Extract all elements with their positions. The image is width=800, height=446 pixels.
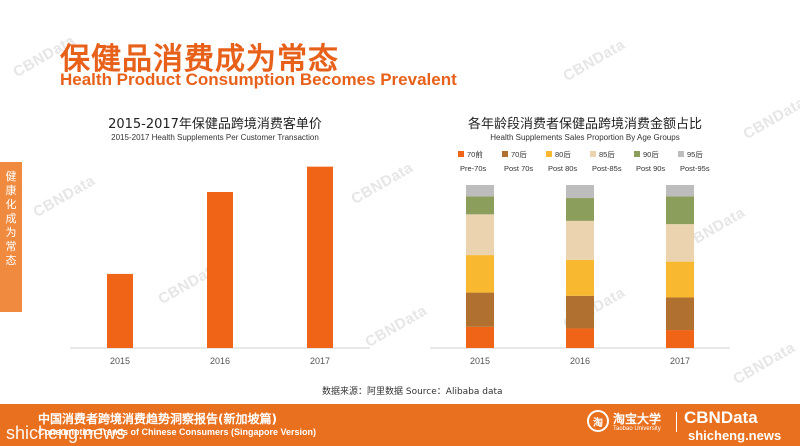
legend-swatch: [546, 151, 552, 157]
bar: [207, 192, 233, 348]
legend-label: 85后: [599, 149, 615, 159]
source-label: 数据来源：阿里数据 Source：: [322, 387, 446, 397]
bar-segment: [566, 220, 594, 260]
bar-segment: [566, 295, 594, 329]
chart1-bar-chart: 2015 2016 2017: [70, 166, 370, 366]
chart2-title: 各年龄段消费者保健品跨境消费金额占比: [467, 117, 702, 132]
logo-divider: [676, 412, 677, 432]
page-title: 保健品消费成为常态: [60, 42, 339, 77]
legend-label: 80后: [555, 149, 571, 159]
bar-segment: [666, 185, 694, 197]
site-watermark: shicheng.news: [688, 428, 782, 443]
logo1-name: 淘宝大学: [613, 412, 662, 426]
x-tick-label: 2015: [110, 356, 130, 366]
legend-label-en: Post 90s: [636, 164, 665, 173]
bar-segment: [666, 297, 694, 331]
bar-segment: [466, 214, 494, 256]
legend-swatch: [678, 151, 684, 157]
bar-segment: [666, 224, 694, 262]
legend-swatch: [502, 151, 508, 157]
legend-label-en: Post 70s: [504, 164, 533, 173]
footer-watermark: shicheng.news: [6, 423, 126, 443]
bar-segment: [566, 328, 594, 348]
side-tab: [0, 162, 22, 312]
bar-segment: [566, 185, 594, 199]
bar-segment: [466, 255, 494, 293]
legend-label: 70后: [511, 149, 527, 159]
chart1-subtitle: 2015-2017 Health Supplements Per Custome…: [111, 133, 319, 142]
taobao-university-logo-icon: 淘: [587, 410, 609, 432]
bar-segment: [466, 292, 494, 327]
footer-subtitle: Consumption Trends of Chinese Consumers …: [38, 427, 317, 437]
x-tick-label: 2016: [210, 356, 230, 366]
legend-label-en: Post-85s: [592, 164, 622, 173]
legend-label: 70前: [467, 149, 483, 159]
side-tab-label: 健康化成为常态: [5, 170, 17, 267]
source-note: 数据来源：阿里数据 Source：Alibaba data: [322, 384, 503, 397]
x-tick-label: 2017: [670, 356, 690, 366]
bar-segment: [666, 330, 694, 348]
bar-segment: [666, 196, 694, 225]
bar-segment: [466, 326, 494, 348]
x-tick-label: 2016: [570, 356, 590, 366]
legend-label-en: Pre-70s: [460, 164, 487, 173]
legend-swatch: [634, 151, 640, 157]
bar-segment: [466, 196, 494, 215]
watermark: CBNData: [560, 36, 629, 85]
footer-bar: [0, 404, 800, 446]
x-tick-label: 2017: [310, 356, 330, 366]
logo1-name-en: Taobao University: [613, 426, 661, 432]
chart2-stacked-bar-chart: 70前 Pre-70s 70后 Post 70s 80后 Post 80s 85后 Post-…: [430, 149, 730, 366]
legend-label-en: Post 80s: [548, 164, 577, 173]
chart1-title: 2015-2017年保健品跨境消费客单价: [108, 117, 322, 132]
bar-segment: [666, 261, 694, 298]
bar: [107, 273, 133, 348]
legend-label: 90后: [643, 149, 659, 159]
bar: [307, 166, 333, 348]
legend-swatch: [458, 151, 464, 157]
bar-segment: [466, 185, 494, 197]
watermark: CBNData: [740, 94, 800, 143]
cbndata-logo: CBNData: [684, 408, 758, 427]
x-tick-label: 2015: [470, 356, 490, 366]
footer-title: 中国消费者跨境消费趋势洞察报告(新加坡篇): [38, 412, 277, 426]
bar-segment: [566, 259, 594, 296]
page-subtitle: Health Product Consumption Becomes Preva…: [60, 70, 457, 89]
source-value: Alibaba data: [445, 387, 503, 397]
watermark: CBNData: [730, 339, 799, 388]
bar-segment: [566, 198, 594, 221]
legend-label: 95后: [687, 149, 703, 159]
chart2-subtitle: Health Supplements Sales Proportion By A…: [490, 133, 680, 142]
legend-label-en: Post-95s: [680, 164, 710, 173]
legend-swatch: [590, 151, 596, 157]
